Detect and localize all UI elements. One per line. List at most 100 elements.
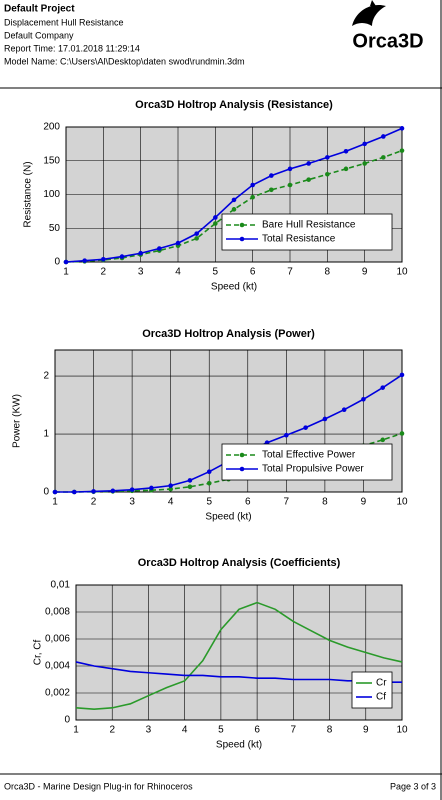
data-point	[213, 221, 218, 226]
data-point	[168, 486, 173, 492]
legend-box	[221, 213, 393, 251]
data-point	[157, 246, 162, 251]
x-tick-label: 2	[91, 497, 97, 508]
legend-box	[221, 443, 393, 481]
x-tick-label: 2	[109, 725, 115, 736]
header-line: Displacement Hull Resistance	[4, 17, 124, 27]
logo-icon	[352, 4, 386, 26]
x-tick-label: 5	[206, 497, 212, 508]
data-point	[269, 173, 274, 178]
x-tick-label: 6	[250, 267, 256, 278]
data-point	[91, 489, 96, 494]
data-point	[306, 161, 311, 166]
x-tick-label: 7	[291, 725, 297, 736]
data-point	[138, 250, 143, 256]
data-point	[269, 187, 274, 193]
x-tick-label: 5	[218, 725, 224, 736]
y-tick-label: 200	[43, 122, 60, 133]
data-point	[63, 259, 69, 265]
x-tick-label: 8	[322, 497, 328, 508]
x-tick-label: 10	[396, 725, 408, 736]
data-point	[362, 141, 367, 147]
data-point	[287, 166, 293, 172]
x-tick-label: 8	[327, 725, 333, 736]
series-line	[75, 661, 402, 683]
logo-text: Orca3D	[352, 30, 423, 52]
legend-label: Total Effective Power	[262, 450, 356, 461]
header-line: Report Time: 17.01.2018 11:29:14	[4, 43, 140, 53]
data-point	[194, 236, 199, 241]
legend-marker	[239, 452, 245, 458]
legend-marker	[239, 222, 245, 228]
x-tick-label: 4	[168, 497, 174, 508]
data-point	[206, 469, 212, 475]
data-point	[325, 171, 330, 177]
y-tick-label: 0,004	[45, 661, 70, 672]
y-tick-label: 0,006	[45, 634, 70, 645]
header-line: Model Name: C:\Users\Al\Desktop\daten sw…	[4, 56, 245, 66]
legend-label: Total Propulsive Power	[262, 464, 364, 475]
data-point	[381, 155, 386, 160]
y-tick-label: 150	[43, 155, 60, 166]
x-tick-label: 7	[287, 267, 293, 278]
data-point	[287, 182, 293, 188]
data-point	[250, 182, 255, 188]
data-point	[399, 372, 405, 378]
data-point	[101, 257, 106, 262]
footer-right: Page 3 of 3	[390, 781, 436, 791]
y-axis-label: Resistance (N)	[23, 161, 34, 227]
data-point	[82, 258, 87, 263]
data-point	[129, 487, 135, 492]
data-point	[110, 488, 116, 494]
x-axis-label: Speed (kt)	[216, 740, 262, 751]
series-line	[75, 601, 403, 711]
data-point	[231, 207, 237, 212]
legend-label: Total Resistance	[262, 234, 336, 245]
data-point	[380, 437, 386, 443]
data-point	[343, 166, 349, 172]
x-tick-label: 2	[101, 267, 107, 278]
data-point	[231, 197, 237, 203]
data-point	[380, 385, 386, 390]
x-tick-label: 5	[213, 267, 219, 278]
footer-left: Orca3D - Marine Design Plug-in for Rhino…	[4, 781, 193, 791]
x-axis-label: Speed (kt)	[211, 282, 257, 293]
y-tick-label: 2	[43, 371, 49, 382]
data-point	[213, 215, 218, 220]
x-tick-label: 9	[362, 267, 368, 278]
data-point	[119, 254, 125, 259]
y-tick-label: 100	[43, 189, 60, 200]
project-title: Default Project	[4, 4, 75, 15]
data-point	[284, 432, 289, 438]
x-tick-label: 3	[138, 267, 144, 278]
data-point	[361, 396, 366, 402]
x-tick-label: 9	[363, 725, 369, 736]
data-point	[206, 481, 212, 486]
y-tick-label: 1	[43, 429, 49, 440]
data-point	[187, 484, 193, 490]
header-line: Default Company	[4, 30, 74, 40]
x-tick-label: 1	[63, 267, 69, 278]
y-tick-label: 0,002	[45, 688, 70, 699]
plot-area	[75, 584, 403, 721]
data-point	[341, 407, 347, 412]
data-point	[362, 161, 367, 166]
y-axis-label: Power (KW)	[12, 394, 23, 448]
x-tick-label: 4	[182, 725, 188, 736]
y-tick-label: 50	[49, 223, 61, 234]
chart-title: Orca3D Holtrop Analysis (Coefficients)	[138, 557, 341, 569]
legend-marker	[239, 466, 245, 472]
chart-title: Orca3D Holtrop Analysis (Resistance)	[135, 99, 333, 111]
legend-label: Cf	[376, 692, 386, 703]
data-point	[175, 240, 181, 246]
x-tick-label: 1	[52, 497, 58, 508]
data-point	[168, 483, 173, 488]
x-axis-label: Speed (kt)	[205, 512, 251, 523]
x-tick-label: 1	[73, 725, 79, 736]
y-tick-label: 0	[64, 715, 70, 726]
x-tick-label: 9	[361, 497, 367, 508]
legend-marker	[239, 236, 245, 242]
data-point	[399, 148, 405, 153]
x-tick-label: 8	[325, 267, 331, 278]
